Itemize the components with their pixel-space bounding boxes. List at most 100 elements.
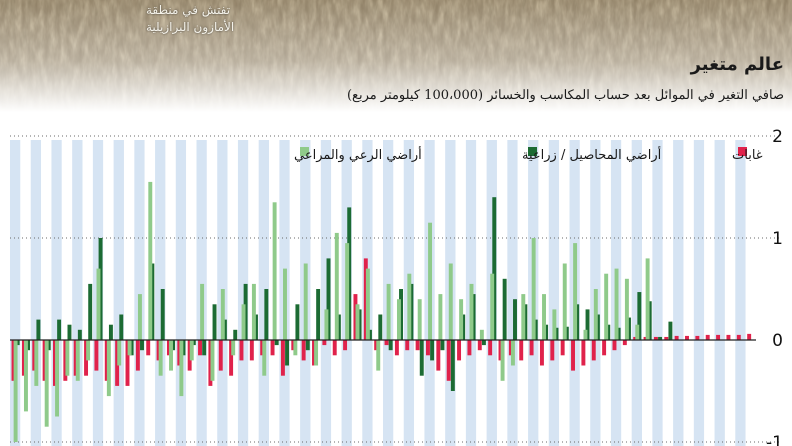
background-band (455, 140, 466, 446)
pasture-bar (386, 283, 391, 340)
background-band (372, 140, 383, 446)
pasture-bar (500, 340, 505, 381)
background-bands (10, 140, 756, 446)
crops-bar (367, 329, 372, 340)
forests-bar (415, 340, 420, 351)
crops-bar (523, 304, 528, 340)
crops-bar (88, 283, 93, 340)
y-tick-label: 0 (772, 331, 783, 351)
background-band (745, 140, 756, 446)
pasture-bar (75, 340, 80, 381)
background-band (476, 140, 487, 446)
crops-bar (388, 340, 393, 351)
pasture-bar (521, 294, 526, 340)
crops-bar (492, 197, 497, 340)
background-band (51, 140, 62, 446)
background-band (134, 140, 145, 446)
photo-caption-line-1: تفتش في منطقة (146, 3, 231, 17)
background-band (693, 140, 705, 446)
forests-bar (508, 340, 513, 356)
photo-caption: تفتش في منطقة الأمازون البرازيلية (146, 2, 266, 36)
forests-bar (84, 340, 89, 376)
pasture-bar (272, 202, 277, 340)
forests-bar (394, 340, 399, 356)
background-band (30, 140, 42, 446)
pasture-bar (396, 299, 401, 340)
forests-legend-swatch (738, 147, 747, 156)
crops-bar (647, 301, 652, 340)
forests-bar (622, 340, 627, 346)
pasture-bar (428, 222, 433, 340)
forests-bar (322, 340, 327, 346)
crops-legend-swatch (528, 147, 537, 156)
background-band (496, 140, 508, 446)
crops-bar (212, 304, 217, 340)
crops-bar (191, 340, 196, 346)
chart-subtitle: صافي التغير في الموائل بعد حساب المكاسب … (346, 88, 784, 103)
forests-bar (218, 340, 223, 371)
forests-bar (42, 340, 47, 381)
forests-bar (581, 340, 586, 366)
forests-bar (21, 340, 26, 376)
forests-bar (63, 340, 68, 381)
crops-legend-label: أراضي المحاصيل / زراعية (522, 146, 661, 163)
crops-bar (171, 340, 176, 351)
pasture-bar (593, 289, 598, 340)
crops-bar (233, 329, 238, 340)
pasture-bar (365, 268, 370, 340)
crops-bar (160, 289, 165, 340)
pasture-bar (614, 268, 619, 340)
background-band (10, 140, 21, 446)
forests-bar (53, 340, 57, 386)
forests-bar (695, 335, 700, 340)
pasture-bar (334, 232, 339, 340)
forests-bar (436, 340, 441, 371)
forests-bar (312, 340, 316, 366)
pasture-bar (127, 340, 132, 356)
pasture-bar (13, 340, 18, 442)
forests-bar (135, 340, 140, 371)
gridlines (10, 135, 780, 443)
forests-bar (571, 340, 575, 371)
pasture-bar (624, 278, 629, 340)
forests-bar (498, 340, 503, 361)
background-band (652, 140, 663, 446)
pasture-bar (158, 340, 163, 376)
pasture-bar (438, 294, 443, 340)
crops-bar (513, 299, 517, 340)
forests-bar (32, 340, 37, 371)
crops-bar (305, 340, 310, 351)
crops-bar (36, 319, 41, 340)
background-band (186, 140, 197, 446)
forests-bar (685, 335, 689, 340)
photo-caption-line-2: الأمازون البرازيلية (146, 20, 235, 34)
background-band (20, 140, 31, 446)
pasture-bar (448, 263, 453, 340)
crops-bar (243, 283, 248, 340)
pasture-bar (542, 294, 546, 340)
pasture-bar (355, 304, 360, 340)
chart-title: عالم متغير (690, 54, 784, 75)
forests-bar (363, 258, 368, 340)
background-band (538, 140, 549, 446)
crops-bar (67, 324, 72, 340)
crops-bar (222, 319, 227, 340)
crops-bar (606, 324, 611, 340)
forests-bar (343, 340, 348, 351)
background-band (165, 140, 176, 446)
forests-bar (747, 333, 752, 340)
pasture-bar (324, 309, 329, 340)
background-band (735, 140, 746, 446)
forests-bar (446, 340, 451, 381)
forests-bar (716, 334, 721, 340)
y-tick-label: 1 (772, 229, 783, 249)
crops-bar (357, 309, 362, 340)
crops-bar (533, 319, 538, 340)
pasture-bar (459, 299, 464, 340)
y-tick-labels: 2 1 0 -1 (766, 127, 783, 446)
background-band (434, 140, 446, 446)
pasture-legend-label: أراضي الرعي والمراعي (294, 146, 422, 163)
forests-bar (270, 340, 275, 356)
pasture-bar (189, 340, 194, 361)
forests-bar (602, 340, 607, 356)
